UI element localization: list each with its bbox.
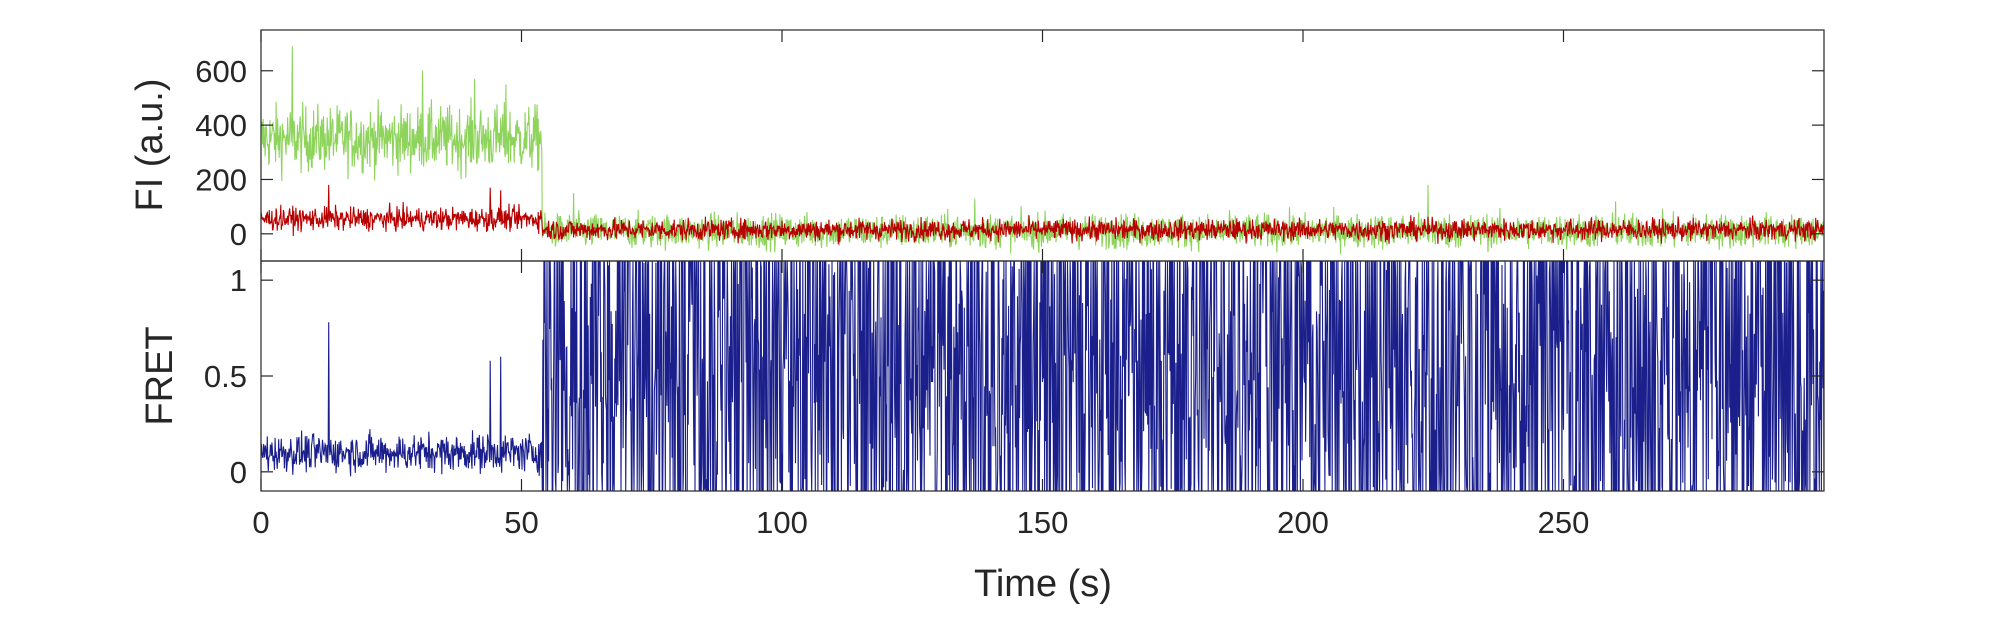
fret-panel: 0 0.5 1 0 50 100 150 200 250 FRET Time (s) bbox=[139, 260, 1825, 605]
fret-trace-line bbox=[261, 261, 1824, 491]
x-tick-label: 0 bbox=[252, 505, 269, 540]
fluorescence-y-axis-label: FI (a.u.) bbox=[129, 78, 171, 211]
x-tick-label: 50 bbox=[504, 505, 538, 540]
x-tick-label: 200 bbox=[1277, 505, 1329, 540]
fluorescence-panel: 0 200 400 600 FI (a.u.) bbox=[129, 29, 1825, 262]
y-tick-label: 0 bbox=[230, 217, 247, 252]
fluorescence-plot-area bbox=[261, 46, 1824, 255]
y-tick-label: 0 bbox=[230, 455, 247, 490]
y-tick-label: 200 bbox=[195, 162, 247, 197]
y-tick-label: 1 bbox=[230, 263, 247, 298]
fret-y-axis-label: FRET bbox=[139, 326, 181, 425]
x-tick-label: 250 bbox=[1538, 505, 1590, 540]
acceptor-trace-line bbox=[261, 184, 1824, 245]
x-axis-label: Time (s) bbox=[974, 563, 1112, 605]
x-tick-label: 100 bbox=[756, 505, 808, 540]
y-tick-label: 400 bbox=[195, 108, 247, 143]
fluorescence-y-ticks: 0 200 400 600 bbox=[195, 30, 1824, 261]
y-tick-label: 600 bbox=[195, 54, 247, 89]
donor-trace-line bbox=[261, 46, 1824, 255]
fret-ticks: 0 0.5 1 0 50 100 150 200 250 bbox=[204, 261, 1824, 540]
x-tick-label: 150 bbox=[1017, 505, 1069, 540]
y-tick-label: 0.5 bbox=[204, 359, 247, 394]
fret-plot-area bbox=[261, 261, 1824, 491]
